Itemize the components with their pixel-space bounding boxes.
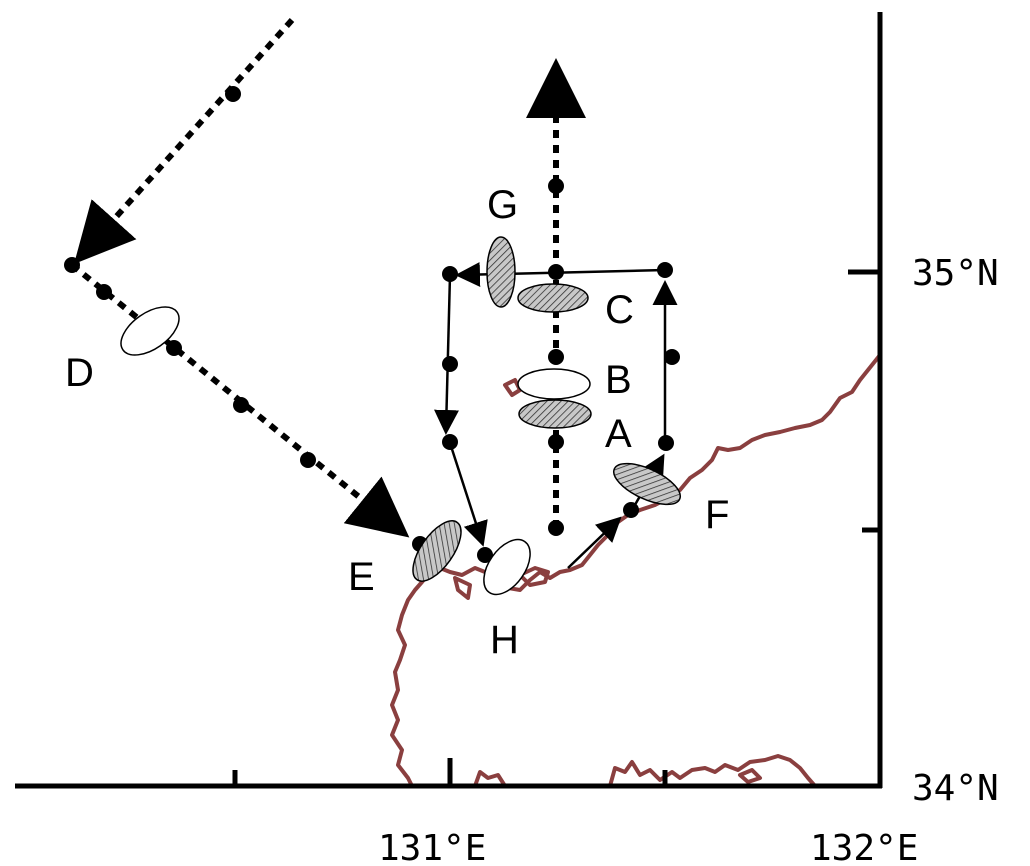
- station-dot: [442, 266, 458, 282]
- station-dot: [233, 397, 249, 413]
- site-markers: [120, 236, 681, 596]
- lon-label-132: 132°E: [810, 828, 918, 866]
- station-dot: [96, 284, 112, 300]
- station-dot: [664, 349, 680, 365]
- station-dot: [442, 356, 458, 372]
- station-dot: [548, 520, 564, 536]
- marker-f: [613, 462, 681, 506]
- label-a: A: [605, 412, 632, 456]
- marker-h: [483, 538, 531, 596]
- label-c: C: [605, 288, 634, 332]
- label-h: H: [490, 618, 519, 662]
- marker-d: [120, 306, 180, 356]
- marker-g: [486, 236, 516, 308]
- station-dot: [225, 86, 241, 102]
- label-d: D: [65, 351, 94, 395]
- station-dot: [658, 435, 674, 451]
- station-dot: [442, 434, 458, 450]
- marker-b: [517, 368, 591, 400]
- track-dotted-west: [70, 18, 410, 538]
- label-b: B: [605, 358, 632, 402]
- label-e: E: [348, 555, 375, 599]
- station-dot: [548, 264, 564, 280]
- station-dot: [657, 262, 673, 278]
- station-dot: [64, 257, 80, 273]
- station-dot: [166, 340, 182, 356]
- station-dot: [300, 452, 316, 468]
- label-g: G: [487, 183, 518, 227]
- lat-label-34: 34°N: [912, 768, 999, 809]
- station-dot: [548, 434, 564, 450]
- site-labels: G C B A F E H D: [65, 183, 729, 662]
- station-dot: [548, 178, 564, 194]
- station-dot: [477, 547, 493, 563]
- station-dot: [548, 349, 564, 365]
- coastline: [390, 353, 882, 788]
- station-dot: [623, 502, 639, 518]
- lon-label-131: 131°E: [378, 828, 486, 866]
- label-f: F: [705, 493, 729, 537]
- marker-a: [518, 399, 592, 429]
- marker-e: [412, 520, 462, 582]
- station-dot: [548, 89, 564, 105]
- station-dot: [367, 504, 383, 520]
- lat-label-35: 35°N: [912, 253, 999, 294]
- marker-c: [517, 283, 589, 313]
- map-frame: [15, 12, 883, 789]
